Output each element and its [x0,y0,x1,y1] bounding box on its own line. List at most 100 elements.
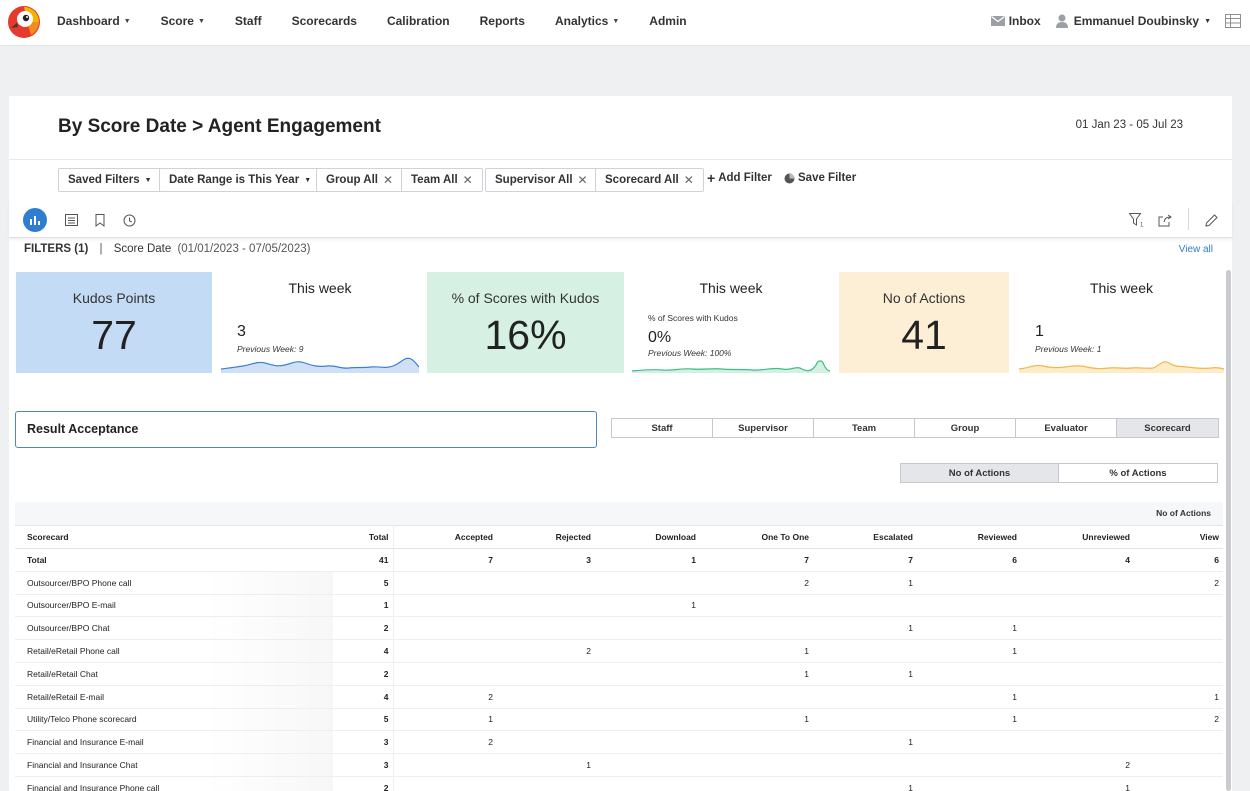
weekly-previous: Previous Week: 100% [648,348,732,358]
column-header[interactable]: Scorecard [15,525,333,549]
grouping-option-group[interactable]: Group [915,419,1016,437]
table-grid-icon[interactable] [1225,14,1241,28]
sparkline [221,357,419,373]
column-header[interactable]: Download [595,525,700,549]
plus-icon: + [707,170,716,186]
measure-option[interactable]: No of Actions [901,464,1059,482]
envelope-icon [990,16,1005,26]
table-cell [813,753,917,777]
supervisor-filter[interactable]: Supervisor All ✕ [485,168,598,192]
table-cell: 1 [917,616,1021,641]
table-cell: 5 [333,708,394,732]
table-cell: 1 [497,753,595,777]
table-cell: 2 [393,730,497,755]
result-acceptance-selector[interactable]: Result Acceptance [15,411,597,448]
nav-item-score[interactable]: Score ▼ [161,14,205,28]
grouping-option-scorecard[interactable]: Scorecard [1117,419,1218,437]
table-cell [595,708,700,732]
nav-item-reports[interactable]: Reports [480,14,525,28]
team-filter[interactable]: Team All ✕ [401,168,483,192]
filter-button[interactable]: 1 [1125,209,1147,231]
active-filter-summary: FILTERS (1) | Score Date (01/01/2023 - 0… [24,243,310,255]
pie-chart-icon [784,173,795,183]
column-header[interactable]: Reviewed [917,525,1021,549]
edit-button[interactable] [1200,209,1222,231]
measure-option[interactable]: % of Actions [1109,467,1167,479]
saved-filters-dropdown[interactable]: Saved Filters ▼ [58,168,162,192]
grouping-option-team[interactable]: Team [814,419,915,437]
close-icon[interactable]: ✕ [382,173,394,187]
column-header[interactable]: Unreviewed [1021,525,1134,549]
table-row: Retail/eRetail Phone call 4 2 1 1 [15,639,1223,663]
grouping-option-supervisor[interactable]: Supervisor [713,419,814,437]
save-filter-button[interactable]: Save Filter [784,172,856,184]
pencil-icon [1204,213,1218,227]
nav-item-label: Score [160,14,194,28]
parrot-logo-icon[interactable] [7,5,41,39]
result-acceptance-title: Result Acceptance [27,422,139,436]
column-header[interactable]: Rejected [497,525,595,549]
table-cell: 7 [700,548,813,572]
nav-item-dashboard[interactable]: Dashboard ▼ [57,14,131,28]
bookmark-button[interactable] [89,209,111,231]
chevron-down-icon: ▼ [304,176,312,184]
table-cell: 1 [813,730,917,755]
nav-item-calibration[interactable]: Calibration [387,14,450,28]
view-all-link[interactable]: View all [1178,244,1213,255]
kpi-label: % of Scores with Kudos [451,290,600,306]
vertical-scrollbar[interactable] [1226,270,1231,791]
inbox-link[interactable]: Inbox [990,14,1041,28]
column-header[interactable]: Escalated [813,525,917,549]
grouping-option-evaluator[interactable]: Evaluator [1016,419,1117,437]
column-header[interactable]: View [1134,525,1223,549]
user-menu[interactable]: Emmanuel Doubinsky ▼ [1055,14,1211,28]
history-button[interactable] [118,209,140,231]
column-header[interactable]: Accepted [393,525,497,549]
chevron-down-icon: ▼ [144,176,152,184]
date-range-filter[interactable]: Date Range is This Year ▼ [159,168,322,192]
table-cell: 2 [393,685,497,709]
table-cell [700,730,813,755]
table-cell [497,662,595,686]
add-filter-button[interactable]: + Add Filter [707,170,772,186]
top-navbar: Dashboard ▼ Score ▼ Staff Scorecards Calibrati… [0,0,1250,46]
table-total-row: Total 41 7 3 1 7 7 6 4 6 [15,548,1223,572]
table-view-button[interactable] [60,209,82,231]
grouping-option-staff[interactable]: Staff [612,419,713,437]
table-row: Outsourcer/BPO Phone call 5 2 1 2 [15,571,1223,595]
nav-item-admin[interactable]: Admin [649,14,686,28]
save-filter-label: Save Filter [798,172,857,184]
nav-item-label: Reports [479,14,525,28]
table-cell [813,594,917,618]
scorecard-filter[interactable]: Scorecard All ✕ [595,168,704,192]
share-button[interactable] [1154,209,1176,231]
table-cell [700,685,813,709]
table-cell [497,616,595,641]
group-filter[interactable]: Group All ✕ [316,168,404,192]
svg-text:1: 1 [1140,223,1144,228]
column-header[interactable]: Total [333,525,394,549]
close-icon[interactable]: ✕ [683,173,694,187]
share-icon [1158,214,1172,226]
table-cell: 1 [1134,685,1223,709]
kpi-label: Kudos Points [72,290,156,306]
table-cell: 2 [1134,708,1223,732]
user-name: Emmanuel Doubinsky [1073,14,1200,28]
weekly-value: 3 [237,323,246,340]
table-cell: 1 [813,776,917,791]
table-cell: 6 [917,548,1021,572]
table-cell: 3 [497,548,595,572]
table-cell [1021,685,1134,709]
nav-item-staff[interactable]: Staff [235,14,262,28]
column-header[interactable]: One To One [700,525,813,549]
table-cell: 1 [813,662,917,686]
table-cell [595,639,700,663]
nav-item-scorecards[interactable]: Scorecards [292,14,357,28]
close-icon[interactable]: ✕ [462,173,473,187]
table-cell: 1 [595,548,700,572]
table-cell: 1 [700,708,813,732]
nav-item-analytics[interactable]: Analytics ▼ [555,14,619,28]
chart-view-button[interactable] [23,208,47,232]
list-icon [64,214,78,226]
close-icon[interactable]: ✕ [577,173,588,187]
